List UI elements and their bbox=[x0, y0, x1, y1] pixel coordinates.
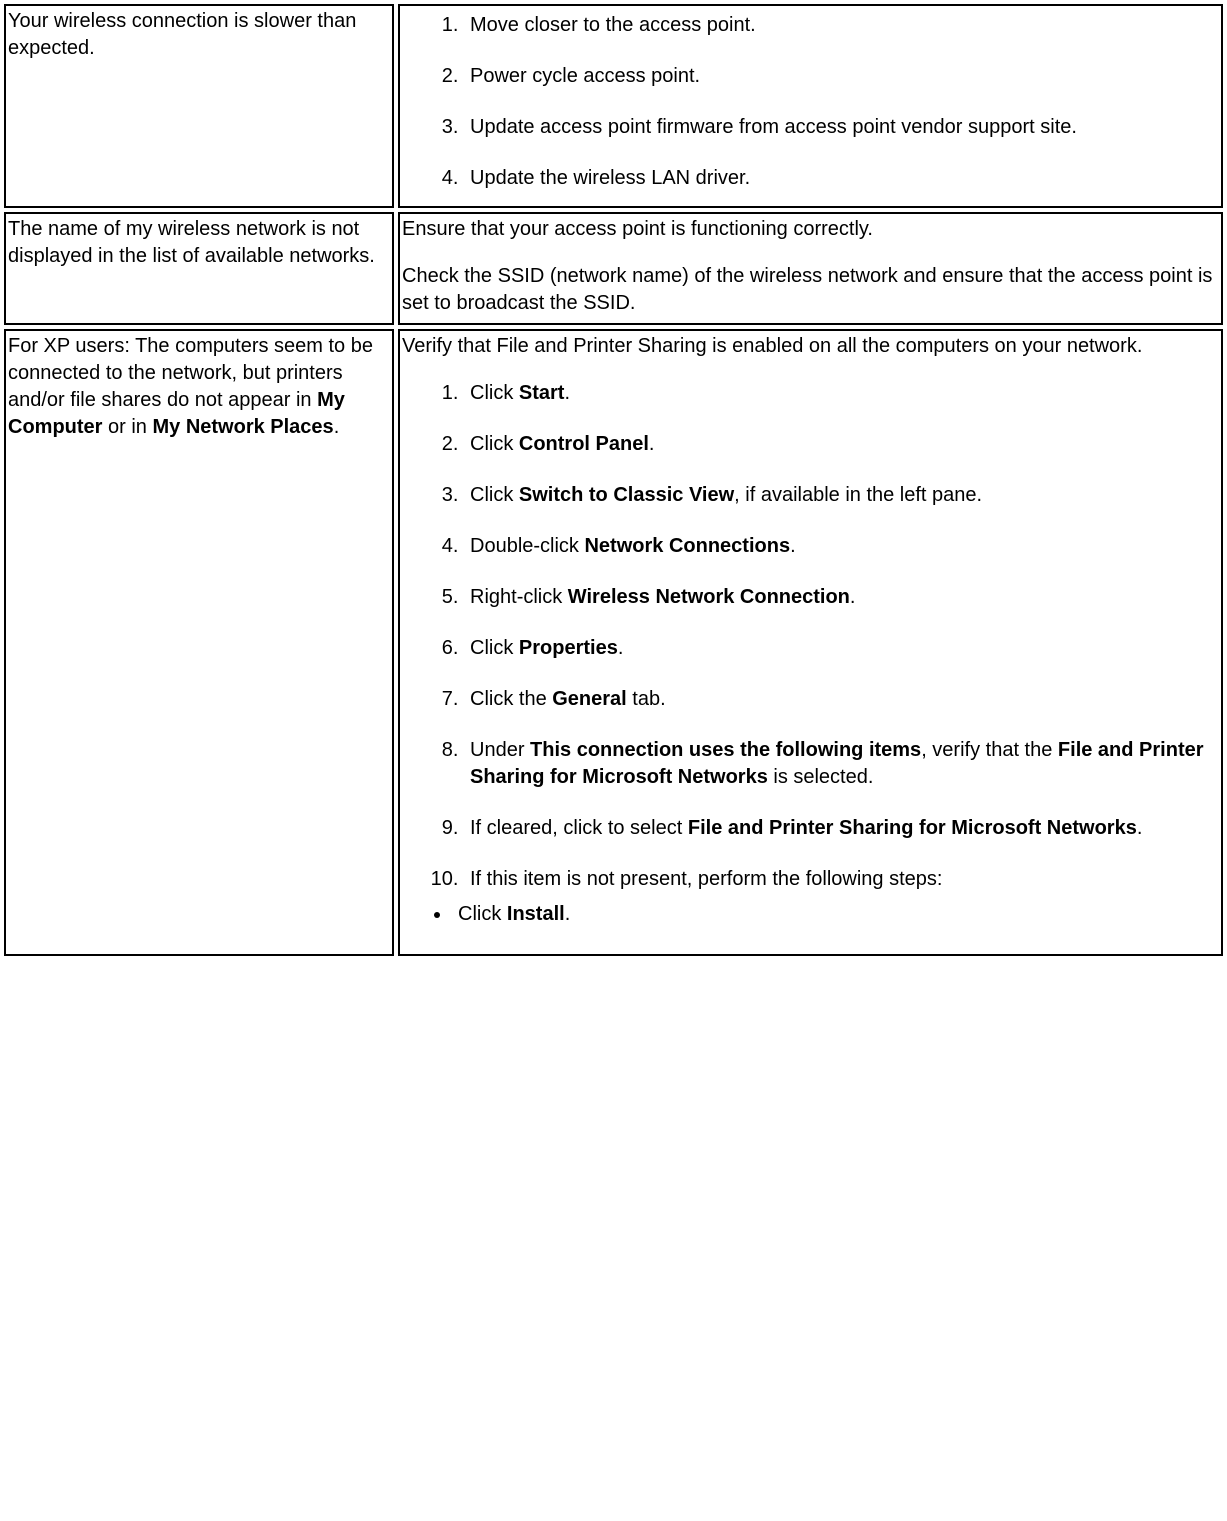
list-item: Click Install. bbox=[452, 901, 1217, 928]
list-item: Double-click Network Connections. bbox=[464, 533, 1217, 560]
troubleshooting-page: Your wireless connection is slower than … bbox=[0, 0, 1227, 960]
solution-ordered-list: Click Start. Click Control Panel. Click Sw… bbox=[402, 380, 1217, 893]
solution-ordered-list: Move closer to the access point. Power cy… bbox=[402, 12, 1217, 192]
problem-cell: For XP users: The computers seem to be c… bbox=[4, 329, 394, 956]
bold-text: This connection uses the following items bbox=[530, 739, 921, 761]
list-item: Power cycle access point. bbox=[464, 63, 1217, 90]
solution-paragraph: Verify that File and Printer Sharing is … bbox=[402, 333, 1217, 360]
solution-cell: Verify that File and Printer Sharing is … bbox=[398, 329, 1223, 956]
troubleshooting-table: Your wireless connection is slower than … bbox=[0, 0, 1227, 960]
list-item: Update the wireless LAN driver. bbox=[464, 165, 1217, 192]
list-item: Update access point firmware from access… bbox=[464, 114, 1217, 141]
list-item: If this item is not present, perform the… bbox=[464, 866, 1217, 893]
bold-text: Properties bbox=[519, 637, 618, 659]
solution-cell: Ensure that your access point is functio… bbox=[398, 212, 1223, 325]
table-row: The name of my wireless network is not d… bbox=[4, 212, 1223, 325]
bold-text: Start bbox=[519, 382, 565, 404]
troubleshooting-table-body: Your wireless connection is slower than … bbox=[4, 4, 1223, 956]
list-item: Click Switch to Classic View, if availab… bbox=[464, 482, 1217, 509]
list-item: Click Control Panel. bbox=[464, 431, 1217, 458]
bold-text: General bbox=[552, 688, 626, 710]
solution-unordered-list: Click Install. bbox=[402, 901, 1217, 928]
solution-cell: Move closer to the access point. Power cy… bbox=[398, 4, 1223, 208]
bold-text: Network Connections bbox=[584, 535, 790, 557]
list-item: Click Start. bbox=[464, 380, 1217, 407]
bold-text: Control Panel bbox=[519, 433, 649, 455]
bold-text: Install bbox=[507, 903, 565, 925]
list-item: If cleared, click to select File and Pri… bbox=[464, 815, 1217, 842]
list-item: Under This connection uses the following… bbox=[464, 737, 1217, 791]
bold-text: File and Printer Sharing for Microsoft N… bbox=[688, 817, 1137, 839]
solution-paragraph: Check the SSID (network name) of the wir… bbox=[402, 263, 1217, 317]
bold-text: Wireless Network Connection bbox=[568, 586, 850, 608]
list-item: Move closer to the access point. bbox=[464, 12, 1217, 39]
table-row: For XP users: The computers seem to be c… bbox=[4, 329, 1223, 956]
problem-cell: Your wireless connection is slower than … bbox=[4, 4, 394, 208]
table-row: Your wireless connection is slower than … bbox=[4, 4, 1223, 208]
list-item: Click the General tab. bbox=[464, 686, 1217, 713]
list-item: Right-click Wireless Network Connection. bbox=[464, 584, 1217, 611]
problem-cell: The name of my wireless network is not d… bbox=[4, 212, 394, 325]
list-item: Click Properties. bbox=[464, 635, 1217, 662]
solution-paragraph: Ensure that your access point is functio… bbox=[402, 216, 1217, 243]
bold-text: My Network Places bbox=[152, 416, 333, 438]
bold-text: Switch to Classic View bbox=[519, 484, 734, 506]
